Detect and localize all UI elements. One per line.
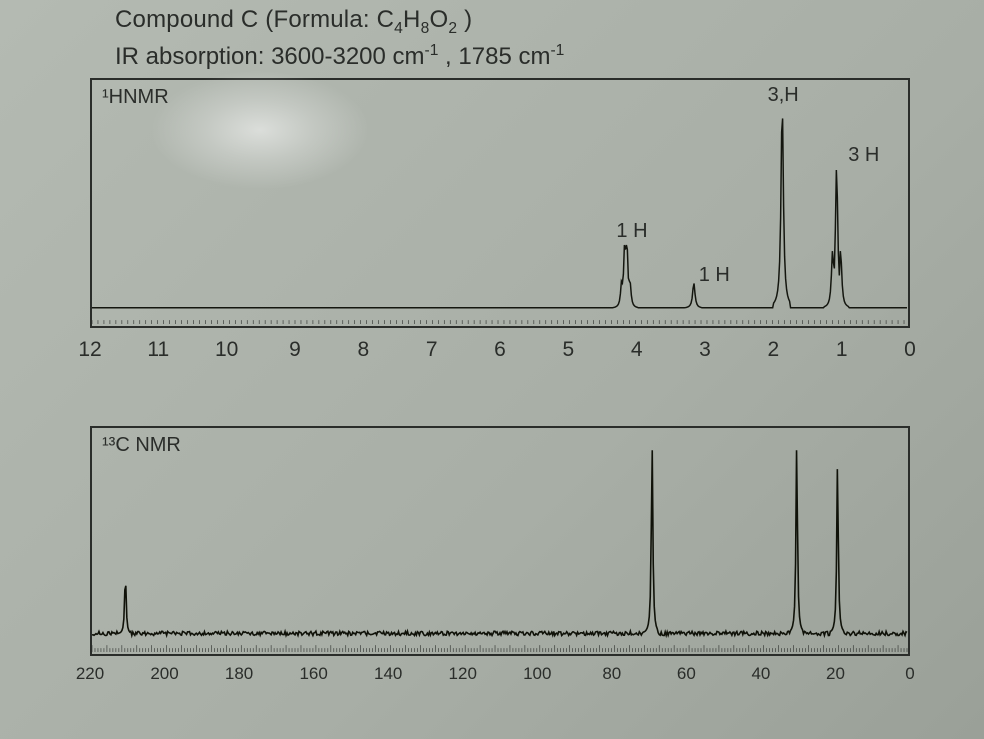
hnmr-peak-label: 1 H <box>699 264 730 287</box>
axis-tick: 180 <box>225 664 253 684</box>
axis-tick: 200 <box>150 664 178 684</box>
axis-tick: 5 <box>562 338 574 362</box>
ir-sup-1: -1 <box>425 42 439 59</box>
axis-tick: 12 <box>78 338 101 362</box>
compound-text: Compound C (Formula: C <box>115 6 394 33</box>
hnmr-spectrum-svg <box>92 80 908 326</box>
hnmr-peak-label: 3,H <box>768 84 799 107</box>
axis-tick: 3 <box>699 338 711 362</box>
hnmr-trace <box>92 118 907 307</box>
title-block: Compound C (Formula: C4H8O2 ) IR absorpt… <box>115 6 564 71</box>
axis-tick: 100 <box>523 664 551 684</box>
ir-absorption: IR absorption: 3600-3200 cm-1 , 1785 cm-… <box>115 42 564 71</box>
axis-tick: 4 <box>631 338 643 362</box>
axis-tick: 7 <box>426 338 438 362</box>
cnmr-trace <box>92 450 907 635</box>
formula-h: H <box>403 6 421 33</box>
axis-tick: 0 <box>904 338 916 362</box>
hnmr-ruler-ticks <box>92 320 904 324</box>
axis-tick: 9 <box>289 338 301 362</box>
axis-tick: 40 <box>751 664 770 684</box>
axis-tick: 140 <box>374 664 402 684</box>
axis-tick: 160 <box>299 664 327 684</box>
axis-tick: 120 <box>449 664 477 684</box>
page-root: Compound C (Formula: C4H8O2 ) IR absorpt… <box>0 0 984 739</box>
cnmr-ruler-ticks <box>92 645 907 652</box>
ir-mid: , 1785 cm <box>438 43 550 70</box>
hnmr-peak-label: 1 H <box>616 220 647 243</box>
formula-o: O <box>429 6 448 33</box>
cnmr-axis: 220200180160140120100806040200 <box>70 664 930 704</box>
hnmr-peak-label: 3 H <box>848 144 879 167</box>
axis-tick: 20 <box>826 664 845 684</box>
axis-tick: 220 <box>76 664 104 684</box>
compound-title: Compound C (Formula: C4H8O2 ) <box>115 6 564 38</box>
axis-tick: 11 <box>147 338 169 362</box>
axis-tick: 0 <box>905 664 914 684</box>
hnmr-axis: 1211109876543210 <box>70 338 930 378</box>
formula-close: ) <box>457 6 472 33</box>
cnmr-chart: ¹³C NMR <box>90 426 910 656</box>
axis-tick: 10 <box>215 338 238 362</box>
axis-tick: 60 <box>677 664 696 684</box>
axis-tick: 80 <box>602 664 621 684</box>
hnmr-chart: ¹HNMR 1 H1 H3,H3 H <box>90 78 910 328</box>
ir-text: IR absorption: 3600-3200 cm <box>115 43 425 70</box>
axis-tick: 2 <box>767 338 779 362</box>
ir-sup-2: -1 <box>550 42 564 59</box>
cnmr-spectrum-svg <box>92 428 908 654</box>
axis-tick: 1 <box>836 338 848 362</box>
formula-sub-4: 4 <box>394 20 403 37</box>
axis-tick: 8 <box>357 338 369 362</box>
axis-tick: 6 <box>494 338 506 362</box>
formula-sub-2: 2 <box>448 20 457 37</box>
